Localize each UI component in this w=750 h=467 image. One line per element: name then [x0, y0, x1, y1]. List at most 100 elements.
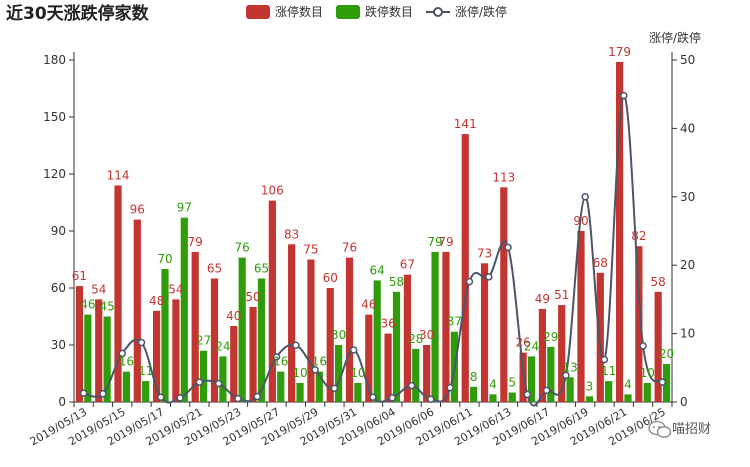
data-labels: 6146544511416961148705497792765244076506… — [72, 45, 674, 393]
right-tick-label: 0 — [680, 395, 688, 409]
ratio-point — [253, 392, 262, 401]
bar-limit-up — [268, 200, 276, 402]
ratio-point — [157, 393, 165, 401]
data-label-limit-up: 51 — [554, 288, 569, 302]
ratio-point — [137, 338, 146, 347]
ratio-point — [311, 366, 319, 374]
bar-limit-up — [596, 272, 604, 402]
data-label-limit-up: 114 — [107, 168, 130, 182]
data-label-limit-up: 40 — [226, 309, 241, 323]
bar-limit-up — [288, 244, 296, 402]
data-label-limit-down: 46 — [80, 298, 95, 312]
data-label-limit-down: 3 — [586, 379, 594, 393]
data-label-limit-down: 29 — [543, 330, 558, 344]
legend-label: 跌停数目 — [365, 4, 413, 19]
legend: 涨停数目 跌停数目 涨停/跌停 — [246, 4, 507, 19]
data-label-limit-down: 11 — [601, 364, 616, 378]
data-label-limit-down: 37 — [447, 315, 462, 329]
data-label-limit-up: 58 — [651, 275, 666, 289]
left-tick-label: 150 — [43, 110, 66, 124]
bar-limit-down — [412, 348, 420, 402]
data-label-limit-down: 79 — [427, 235, 442, 249]
ratio-point — [620, 91, 628, 100]
bar-limit-up — [326, 288, 334, 402]
data-label-limit-down: 65 — [254, 262, 269, 276]
data-label-limit-up: 60 — [323, 271, 338, 285]
ratio-point — [504, 243, 512, 252]
bar-limit-up — [210, 278, 219, 402]
bar-limit-down — [277, 371, 285, 402]
bar-limit-up — [249, 307, 257, 402]
bar-limit-up — [95, 299, 103, 402]
data-label-limit-up: 106 — [261, 184, 284, 198]
ratio-point — [407, 381, 416, 390]
bars — [75, 61, 671, 403]
data-label-limit-down: 10 — [640, 366, 655, 380]
bar-limit-up — [577, 231, 585, 402]
bar-limit-down — [547, 346, 555, 402]
legend-swatch — [246, 5, 270, 19]
bar-limit-down — [585, 396, 593, 402]
bar-limit-up — [615, 61, 624, 403]
data-label-limit-down: 20 — [659, 347, 674, 361]
ratio-point — [446, 383, 454, 392]
bar-limit-down — [199, 350, 208, 402]
left-tick-label: 30 — [51, 338, 66, 352]
ratio-point — [600, 355, 609, 364]
data-label-limit-up: 82 — [631, 229, 646, 243]
right-tick-label: 20 — [680, 258, 695, 272]
bar-limit-down — [315, 371, 323, 402]
bar-limit-down — [662, 364, 671, 402]
data-label-limit-up: 49 — [535, 292, 550, 306]
data-label-limit-up: 79 — [188, 235, 203, 249]
data-label-limit-down: 5 — [508, 376, 516, 390]
ratio-point — [118, 349, 126, 358]
bar-limit-up — [384, 333, 392, 402]
left-tick-label: 60 — [51, 281, 66, 295]
bar-limit-down — [605, 381, 613, 402]
data-label-limit-up: 76 — [342, 241, 357, 255]
bar-limit-up — [500, 187, 508, 402]
data-label-limit-up: 90 — [573, 214, 588, 228]
bar-limit-up — [403, 274, 411, 402]
bar-limit-up — [191, 251, 199, 402]
data-label-limit-down: 24 — [215, 339, 230, 353]
bar-limit-up — [307, 259, 315, 402]
legend-label: 涨停/跌停 — [455, 4, 507, 19]
ratio-point — [349, 346, 358, 354]
data-label-limit-up: 61 — [72, 269, 87, 283]
chart-title: 近30天涨跌停家数 — [6, 3, 150, 24]
data-label-limit-down: 58 — [389, 275, 404, 289]
data-label-limit-down: 16 — [312, 355, 327, 369]
ratio-point — [388, 394, 397, 402]
ratio-line — [79, 91, 667, 407]
bar-limit-up — [480, 263, 489, 402]
data-label-limit-down: 97 — [177, 201, 192, 215]
bar-limit-up — [558, 305, 566, 402]
data-label-limit-up: 50 — [245, 290, 260, 304]
bar-limit-down — [180, 217, 188, 402]
data-label-limit-up: 36 — [380, 317, 395, 331]
data-label-limit-up: 67 — [400, 258, 415, 272]
legend-label: 涨停数目 — [275, 4, 323, 19]
data-label-limit-up: 179 — [608, 45, 631, 59]
data-label-limit-down: 45 — [99, 300, 114, 314]
ratio-point — [427, 395, 435, 404]
bar-limit-down — [257, 278, 266, 402]
data-label-limit-up: 79 — [438, 235, 453, 249]
data-label-limit-down: 4 — [624, 377, 632, 391]
ratio-point — [234, 394, 242, 403]
left-tick-label: 0 — [58, 395, 66, 409]
bar-limit-down — [335, 345, 343, 402]
bar-limit-down — [643, 383, 651, 402]
data-label-limit-down: 13 — [562, 360, 577, 374]
data-label-limit-up: 83 — [284, 227, 299, 241]
data-label-limit-down: 11 — [138, 364, 153, 378]
bar-limit-down — [373, 280, 381, 402]
left-y-axis: 0 30 60 90 120 150 180 — [43, 52, 75, 409]
bar-limit-down — [354, 383, 362, 402]
bar-limit-down — [122, 371, 131, 402]
right-y-axis: 0 10 20 30 40 50 — [671, 52, 695, 409]
bar-limit-up — [153, 310, 161, 402]
